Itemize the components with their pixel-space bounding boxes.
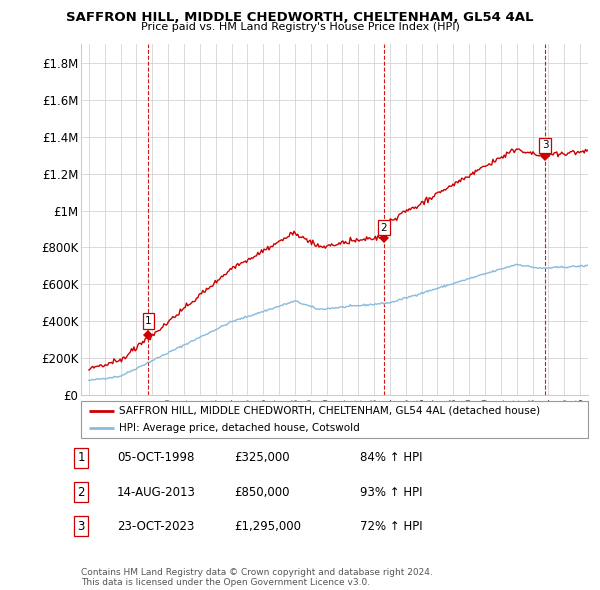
Text: 1: 1 xyxy=(145,316,152,326)
Text: £325,000: £325,000 xyxy=(234,451,290,464)
Text: 05-OCT-1998: 05-OCT-1998 xyxy=(117,451,194,464)
Text: Price paid vs. HM Land Registry's House Price Index (HPI): Price paid vs. HM Land Registry's House … xyxy=(140,22,460,32)
Text: £850,000: £850,000 xyxy=(234,486,290,499)
Text: 93% ↑ HPI: 93% ↑ HPI xyxy=(360,486,422,499)
Text: 72% ↑ HPI: 72% ↑ HPI xyxy=(360,520,422,533)
FancyBboxPatch shape xyxy=(81,401,588,438)
Text: 3: 3 xyxy=(542,140,548,150)
Text: 3: 3 xyxy=(77,520,85,533)
Text: SAFFRON HILL, MIDDLE CHEDWORTH, CHELTENHAM, GL54 4AL: SAFFRON HILL, MIDDLE CHEDWORTH, CHELTENH… xyxy=(66,11,534,24)
Text: 1: 1 xyxy=(77,451,85,464)
Text: Contains HM Land Registry data © Crown copyright and database right 2024.
This d: Contains HM Land Registry data © Crown c… xyxy=(81,568,433,587)
Text: £1,295,000: £1,295,000 xyxy=(234,520,301,533)
Text: 2: 2 xyxy=(380,222,387,232)
Text: 23-OCT-2023: 23-OCT-2023 xyxy=(117,520,194,533)
Text: 84% ↑ HPI: 84% ↑ HPI xyxy=(360,451,422,464)
Text: 14-AUG-2013: 14-AUG-2013 xyxy=(117,486,196,499)
Text: HPI: Average price, detached house, Cotswold: HPI: Average price, detached house, Cots… xyxy=(119,424,360,434)
Text: 2: 2 xyxy=(77,486,85,499)
Text: SAFFRON HILL, MIDDLE CHEDWORTH, CHELTENHAM, GL54 4AL (detached house): SAFFRON HILL, MIDDLE CHEDWORTH, CHELTENH… xyxy=(119,406,540,415)
